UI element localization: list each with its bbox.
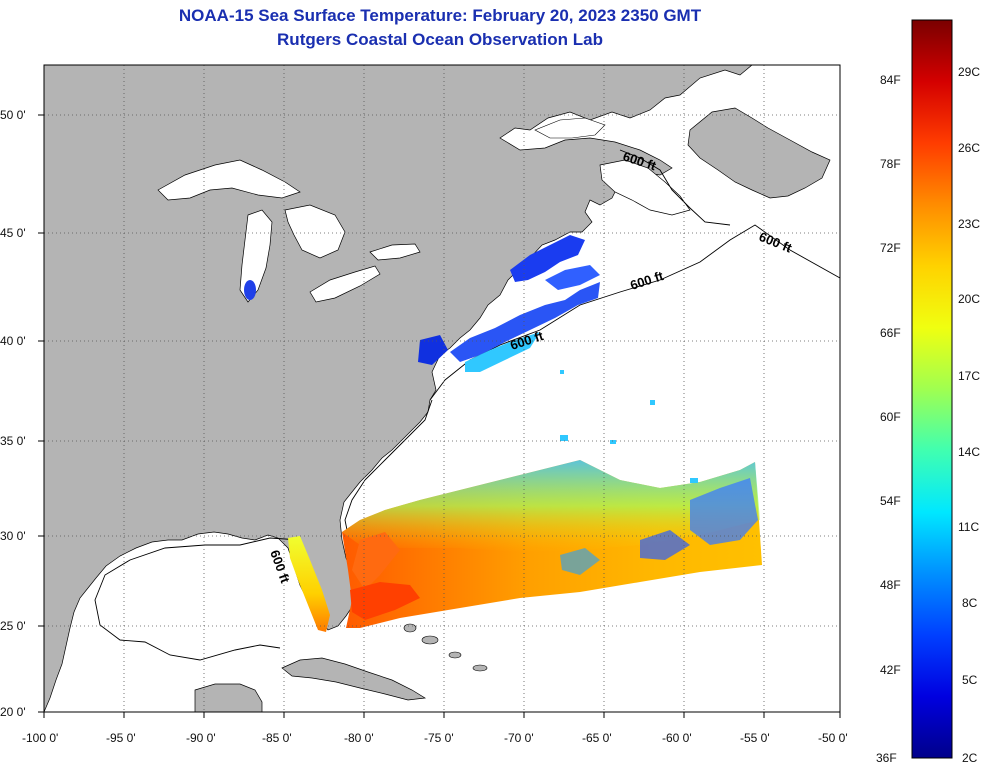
colorbar-c-label: 26C (958, 141, 980, 155)
colorbar-f-label: 54F (880, 494, 901, 508)
gulf-st-lawrence (599, 159, 691, 216)
colorbar-c-label: 17C (958, 369, 980, 383)
lon-label: -90 0' (186, 731, 216, 745)
colorbar-c-label: 20C (958, 292, 980, 306)
lon-label: -55 0' (740, 731, 770, 745)
yucatan-land (194, 683, 263, 712)
lat-label: 40 0' (0, 334, 26, 348)
colorbar-c-label: 5C (962, 673, 978, 687)
cuba-land (281, 657, 427, 701)
lon-label: -75 0' (424, 731, 454, 745)
colorbar-f-labels: 84F 78F 72F 66F 60F 54F 48F 42F 36F (876, 73, 901, 765)
lon-label: -70 0' (504, 731, 534, 745)
colorbar-c-label: 11C (958, 520, 979, 534)
lake-ontario (369, 243, 421, 261)
lat-label: 45 0' (0, 226, 26, 240)
axis-ticks (38, 114, 841, 718)
lon-label: -100 0' (22, 731, 58, 745)
colorbar-f-label: 60F (880, 410, 901, 424)
inland-water-north (534, 117, 606, 139)
colorbar-c-label: 14C (958, 445, 980, 459)
lon-label: -95 0' (106, 731, 136, 745)
newfoundland-land (687, 107, 831, 199)
map-subtitle: Rutgers Coastal Ocean Observation Lab (277, 30, 603, 49)
sst-warm-swath (342, 460, 762, 628)
colorbar-f-label: 84F (880, 73, 901, 87)
map-title: NOAA-15 Sea Surface Temperature: Februar… (178, 6, 702, 25)
colorbar-c-label: 23C (958, 217, 980, 231)
map-area: 600 ft 600 ft 600 ft 600 ft 600 ft (44, 65, 840, 712)
colorbar-c-label: 29C (958, 65, 980, 79)
map-frame (43, 64, 841, 713)
latitude-labels: 50 0' 45 0' 40 0' 35 0' 30 0' 25 0' 20 0… (0, 108, 26, 719)
colorbar-c-label: 8C (962, 596, 978, 610)
sst-scatter (560, 370, 698, 483)
sst-gulf-strip (288, 536, 330, 632)
lon-label: -60 0' (662, 731, 692, 745)
lat-lon-grid (44, 65, 840, 712)
lon-label: -80 0' (344, 731, 374, 745)
colorbar-c-label: 2C (962, 751, 978, 765)
lon-label: -85 0' (262, 731, 292, 745)
colorbar-f-label: 72F (880, 241, 901, 255)
lat-label: 30 0' (0, 529, 26, 543)
lon-label: -50 0' (818, 731, 848, 745)
lat-label: 50 0' (0, 108, 26, 122)
lon-label: -65 0' (582, 731, 612, 745)
lake-erie (309, 265, 381, 303)
colorbar-f-label: 78F (880, 157, 901, 171)
colorbar (911, 19, 953, 759)
colorbar-f-label: 42F (880, 663, 901, 677)
lat-label: 25 0' (0, 619, 26, 633)
longitude-labels: -100 0' -95 0' -90 0' -85 0' -80 0' -75 … (22, 731, 848, 745)
colorbar-f-label: 48F (880, 578, 901, 592)
colorbar-f-label: 36F (876, 751, 897, 765)
lat-label: 20 0' (0, 705, 26, 719)
sst-cold-patches (244, 235, 600, 372)
lake-superior (157, 159, 301, 201)
lake-huron (284, 204, 346, 259)
colorbar-c-labels: 29C 26C 23C 20C 17C 14C 11C 8C 5C 2C (958, 65, 980, 765)
lat-label: 35 0' (0, 434, 26, 448)
colorbar-f-label: 66F (880, 326, 901, 340)
